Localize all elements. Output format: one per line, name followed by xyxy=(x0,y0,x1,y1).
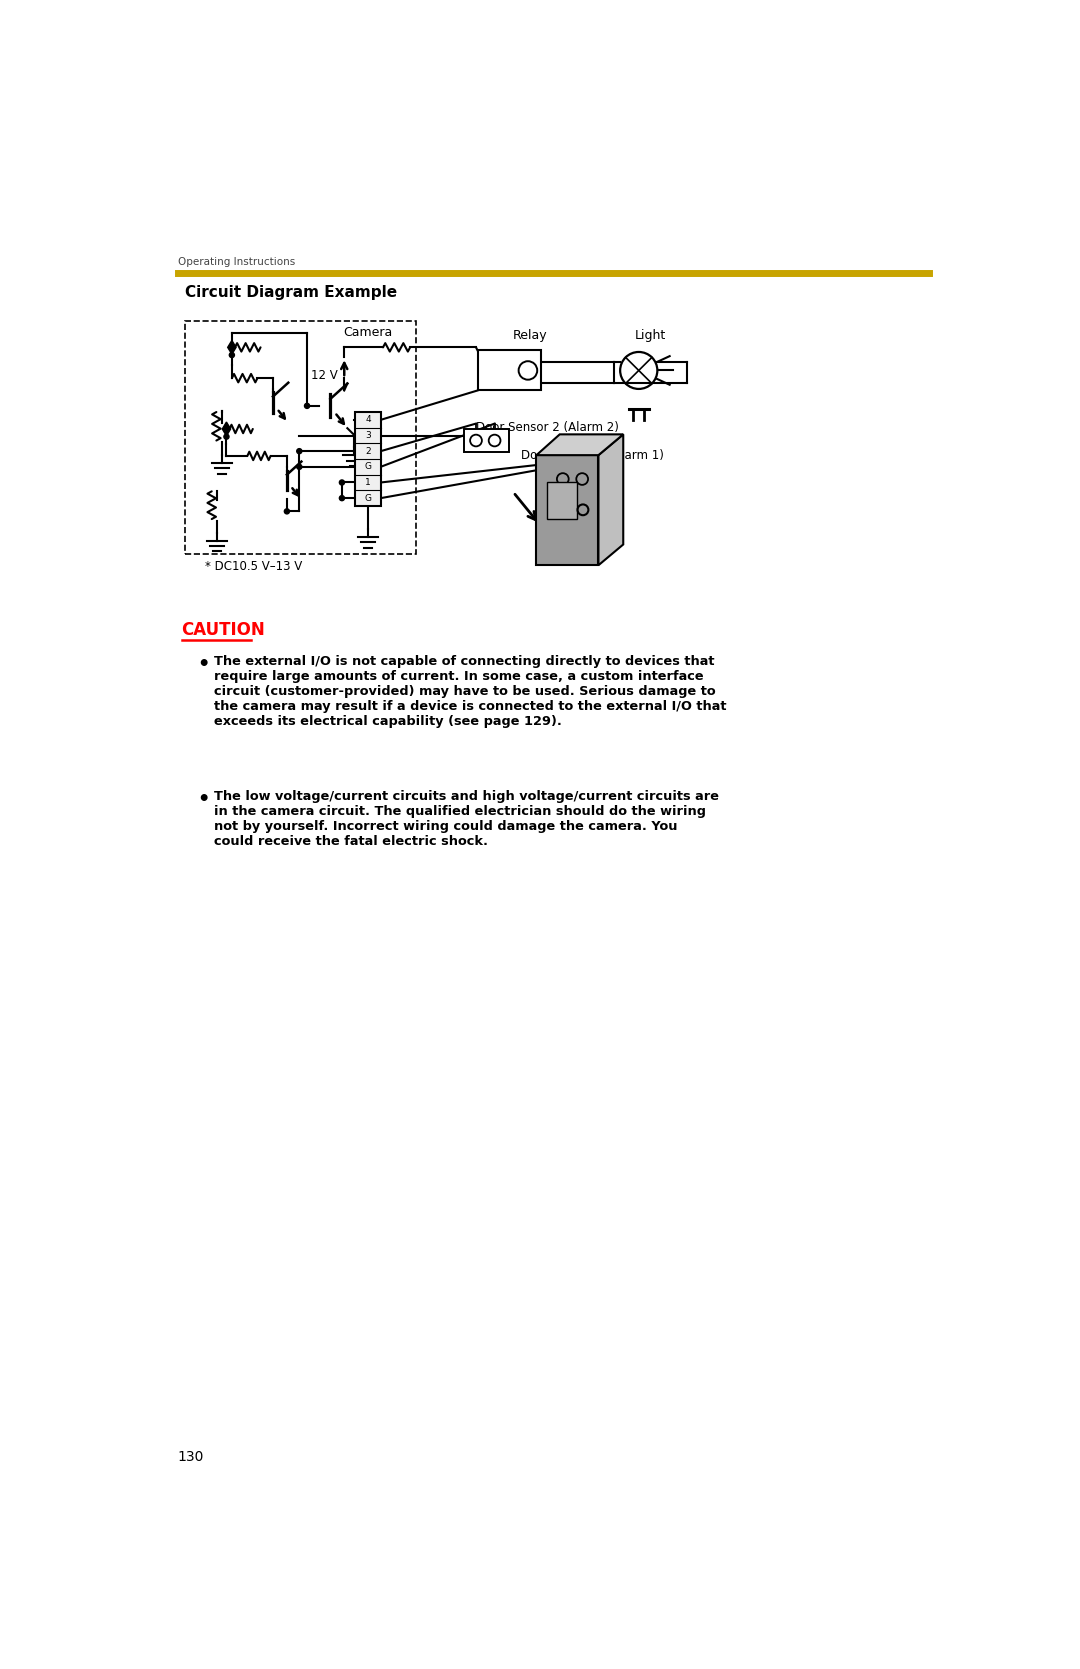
Text: Door Sensor 2 (Alarm 2): Door Sensor 2 (Alarm 2) xyxy=(476,421,619,434)
Text: CAUTION: CAUTION xyxy=(181,621,266,639)
Text: Light: Light xyxy=(635,329,666,342)
Circle shape xyxy=(224,434,229,439)
Text: 4: 4 xyxy=(365,416,370,424)
Text: Operating Instructions: Operating Instructions xyxy=(177,257,295,267)
Text: Circuit Diagram Example: Circuit Diagram Example xyxy=(186,285,397,300)
Circle shape xyxy=(305,404,310,409)
Text: 3: 3 xyxy=(365,431,370,441)
Polygon shape xyxy=(537,434,623,456)
Text: Camera: Camera xyxy=(342,325,392,339)
Text: G: G xyxy=(364,494,372,502)
Circle shape xyxy=(284,509,289,514)
Bar xyxy=(464,429,510,452)
Text: G: G xyxy=(364,462,372,471)
Text: 130: 130 xyxy=(177,1450,204,1464)
Polygon shape xyxy=(228,340,237,354)
Polygon shape xyxy=(598,434,623,566)
Text: •: • xyxy=(197,656,210,674)
Bar xyxy=(355,412,380,506)
Bar xyxy=(477,350,541,391)
Text: The low voltage/current circuits and high voltage/current circuits are
in the ca: The low voltage/current circuits and hig… xyxy=(214,791,719,848)
Circle shape xyxy=(339,496,345,501)
Text: 12 V: 12 V xyxy=(311,369,338,382)
Text: Door Sensor 1 (Alarm 1): Door Sensor 1 (Alarm 1) xyxy=(521,449,664,462)
Circle shape xyxy=(229,352,234,357)
Text: The external I/O is not capable of connecting directly to devices that
require l: The external I/O is not capable of conne… xyxy=(214,656,727,728)
Polygon shape xyxy=(222,422,231,436)
Circle shape xyxy=(297,464,301,469)
Circle shape xyxy=(297,449,301,454)
Bar xyxy=(551,467,596,491)
Text: 1: 1 xyxy=(365,477,370,487)
Bar xyxy=(548,482,577,519)
Text: * DC10.5 V–13 V: * DC10.5 V–13 V xyxy=(205,559,302,572)
Text: •: • xyxy=(197,791,210,809)
Text: Relay: Relay xyxy=(513,329,548,342)
Text: 2: 2 xyxy=(365,447,370,456)
Polygon shape xyxy=(537,456,598,566)
Circle shape xyxy=(339,481,345,486)
